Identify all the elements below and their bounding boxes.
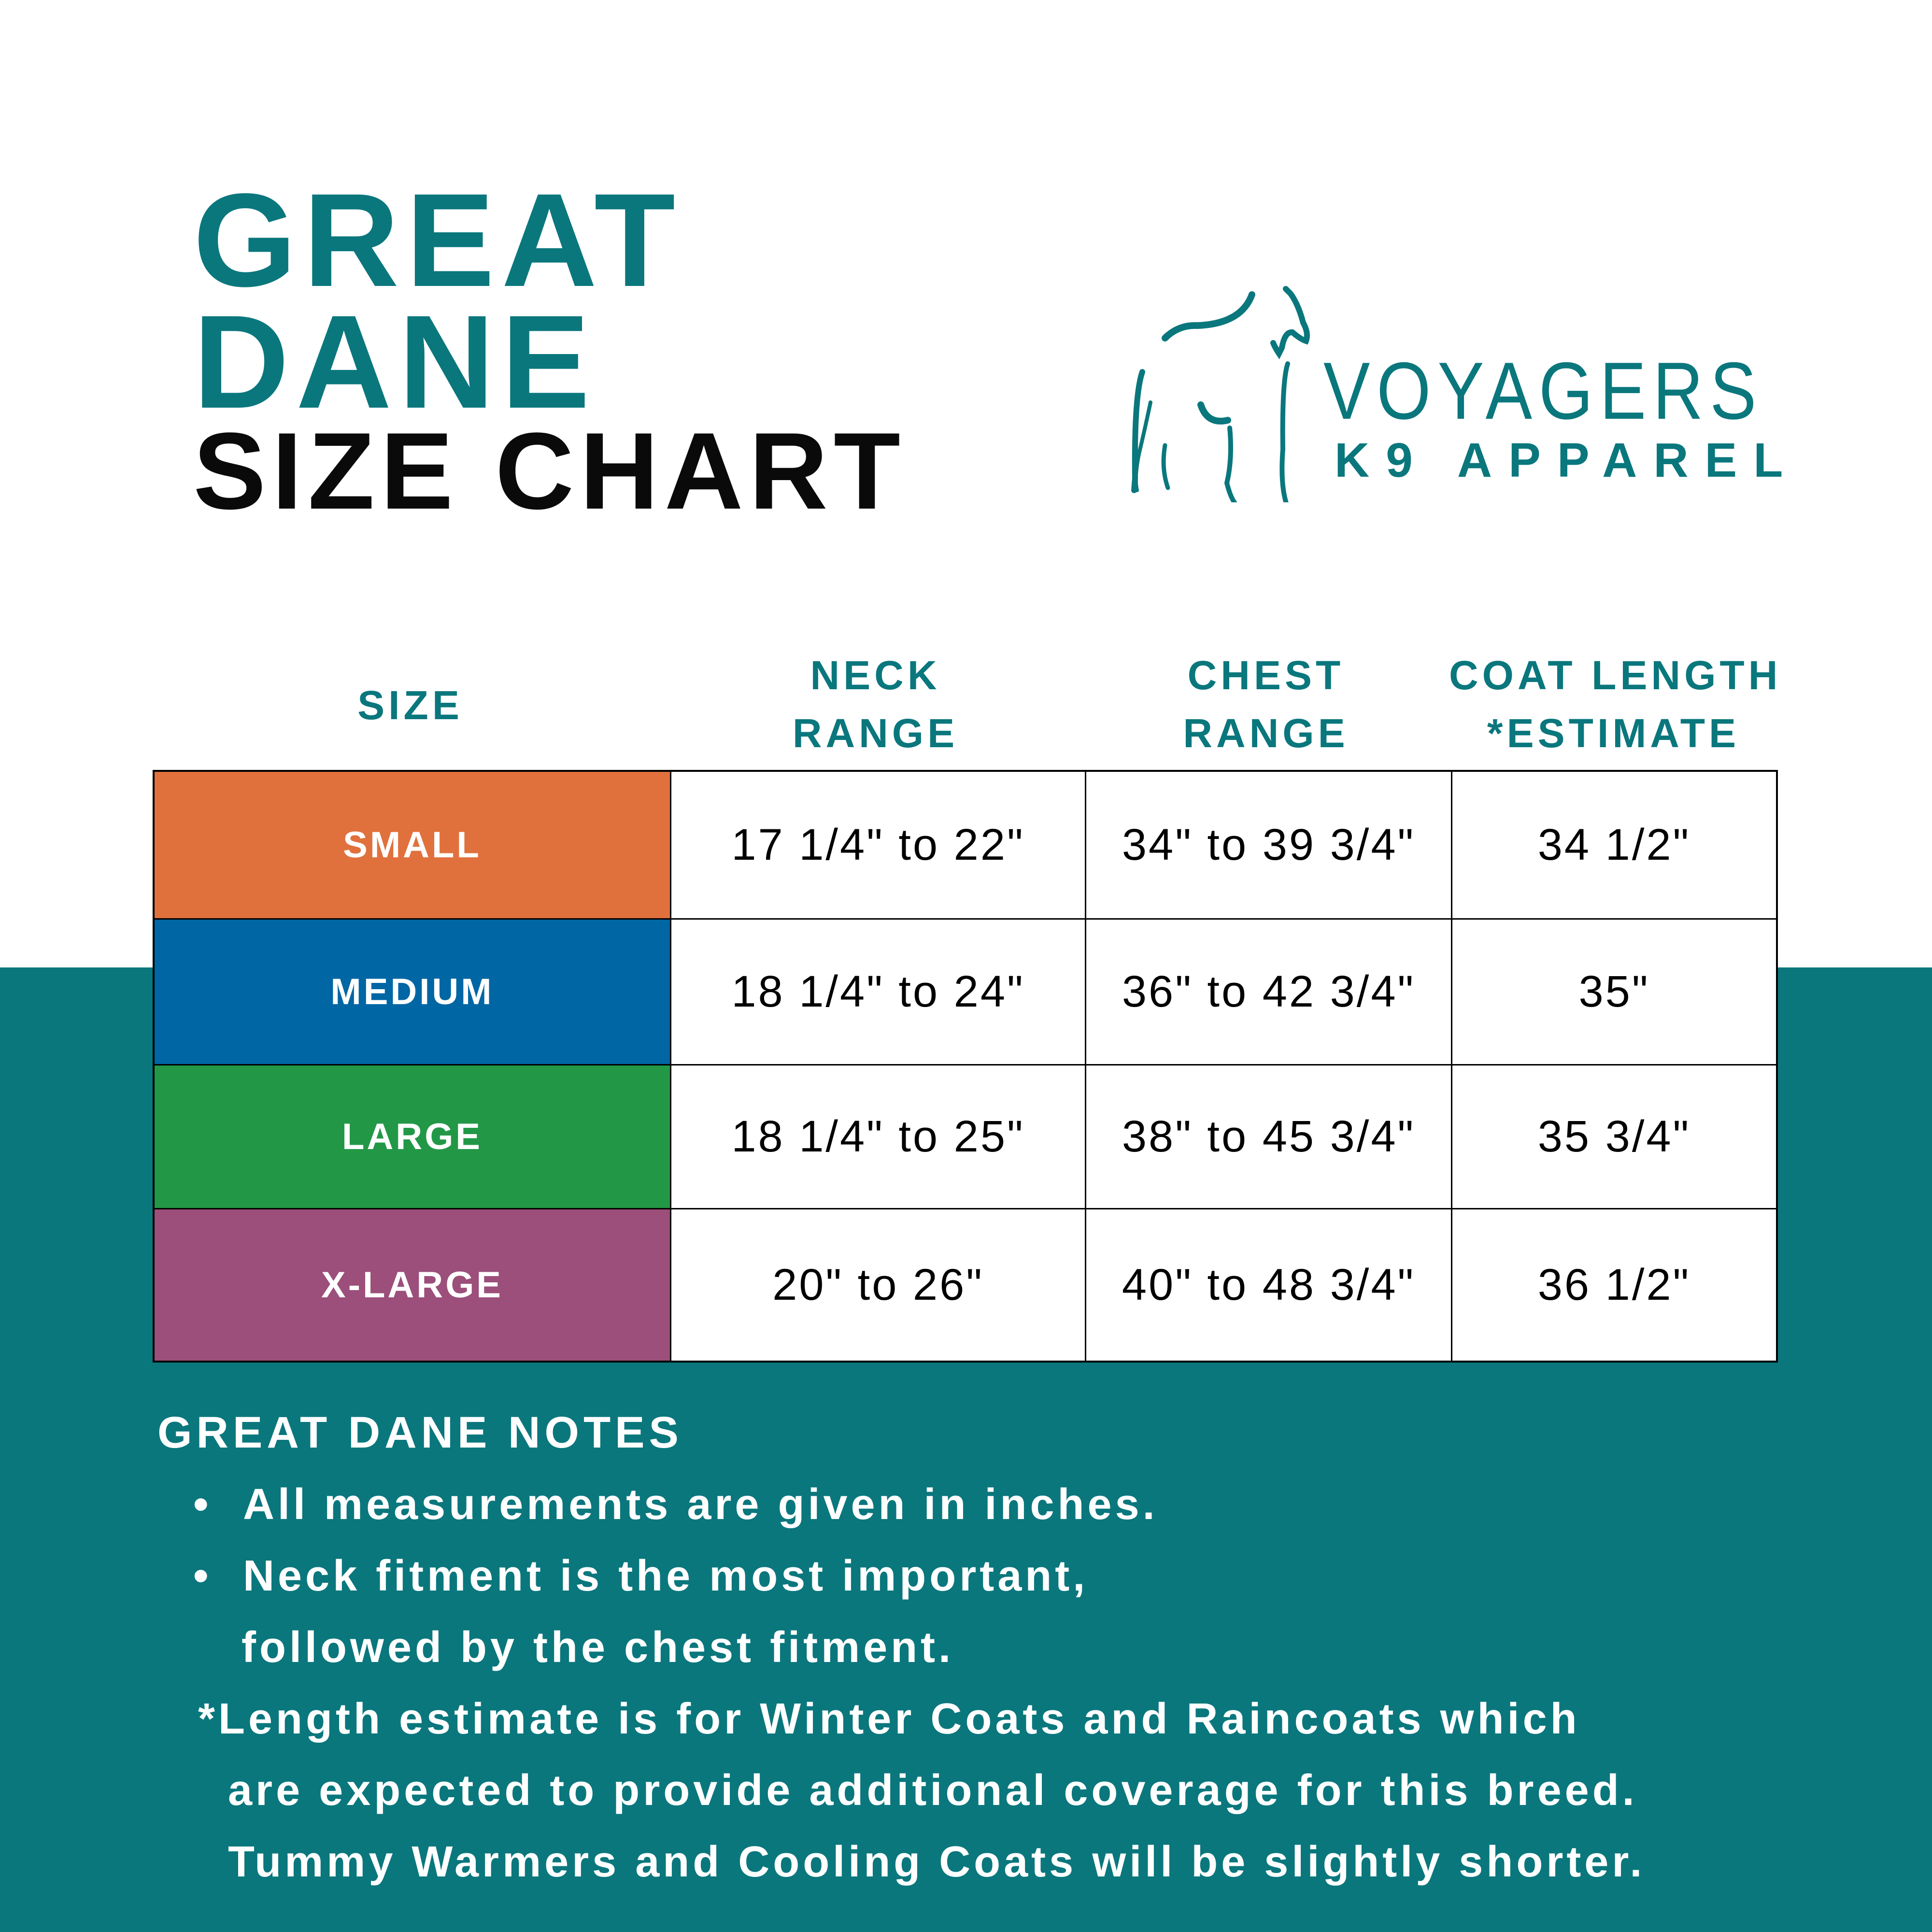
footnote-line-1: *Length estimate is for Winter Coats and… <box>198 1695 1580 1743</box>
header-chest: CHEST RANGE <box>1083 646 1449 762</box>
chest-cell: 34" to 39 3/4" <box>1085 772 1451 918</box>
footnote-line-3: Tummy Warmers and Cooling Coats will be … <box>228 1838 1646 1886</box>
brand-logo: VOYAGERS K9 APPAREL <box>1121 285 1783 502</box>
neck-cell: 18 1/4" to 25" <box>670 1065 1085 1208</box>
header-neck-line1: NECK <box>810 653 941 698</box>
size-cell: MEDIUM <box>155 920 670 1064</box>
header-neck-line2: RANGE <box>792 710 959 756</box>
header-coat-line2: *ESTIMATE <box>1487 710 1740 756</box>
header-chest-line1: CHEST <box>1187 653 1345 698</box>
size-cell: X-LARGE <box>155 1209 670 1361</box>
header-coat-line1: COAT LENGTH <box>1449 653 1782 698</box>
header-size: SIZE <box>357 682 463 728</box>
logo-tagline: K9 APPAREL <box>1335 433 1800 487</box>
coat-cell: 35 3/4" <box>1451 1065 1776 1208</box>
note-bullet-1: All measurements are given in inches. <box>243 1480 1158 1529</box>
table-row: MEDIUM 18 1/4" to 24" 36" to 42 3/4" 35" <box>155 920 1776 1065</box>
chest-cell: 38" to 45 3/4" <box>1085 1065 1451 1208</box>
neck-cell: 17 1/4" to 22" <box>670 772 1085 918</box>
size-table: SMALL 17 1/4" to 22" 34" to 39 3/4" 34 1… <box>153 770 1778 1363</box>
title-line-2: DANE <box>193 288 597 436</box>
chest-cell: 36" to 42 3/4" <box>1085 920 1451 1064</box>
title-line-1: GREAT <box>193 166 682 314</box>
bullet-icon: • <box>193 1480 212 1529</box>
table-row: X-LARGE 20" to 26" 40" to 48 3/4" 36 1/2… <box>155 1209 1776 1361</box>
coat-cell: 35" <box>1451 920 1776 1064</box>
note-bullet-2-cont: followed by the chest fitment. <box>242 1623 954 1672</box>
table-row: LARGE 18 1/4" to 25" 38" to 45 3/4" 35 3… <box>155 1065 1776 1209</box>
header-neck: NECK RANGE <box>668 646 1083 762</box>
coat-cell: 34 1/2" <box>1451 772 1776 918</box>
notes-heading: GREAT DANE NOTES <box>157 1408 683 1457</box>
size-cell: SMALL <box>155 772 670 918</box>
footnote-line-2: are expected to provide additional cover… <box>228 1766 1638 1815</box>
table-row: SMALL 17 1/4" to 22" 34" to 39 3/4" 34 1… <box>155 772 1776 920</box>
bullet-icon: • <box>193 1552 212 1600</box>
title-line-3: SIZE CHART <box>193 410 906 532</box>
header-chest-line2: RANGE <box>1183 710 1349 756</box>
greyhound-outline-icon <box>1131 286 1310 502</box>
neck-cell: 20" to 26" <box>670 1209 1085 1361</box>
neck-cell: 18 1/4" to 24" <box>670 920 1085 1064</box>
note-bullet-2: Neck fitment is the most important, <box>243 1552 1089 1600</box>
logo-brand-name: VOYAGERS <box>1323 345 1763 436</box>
size-cell: LARGE <box>155 1065 670 1208</box>
header-coat-length: COAT LENGTH *ESTIMATE <box>1449 646 1778 762</box>
coat-cell: 36 1/2" <box>1451 1209 1776 1361</box>
chest-cell: 40" to 48 3/4" <box>1085 1209 1451 1361</box>
